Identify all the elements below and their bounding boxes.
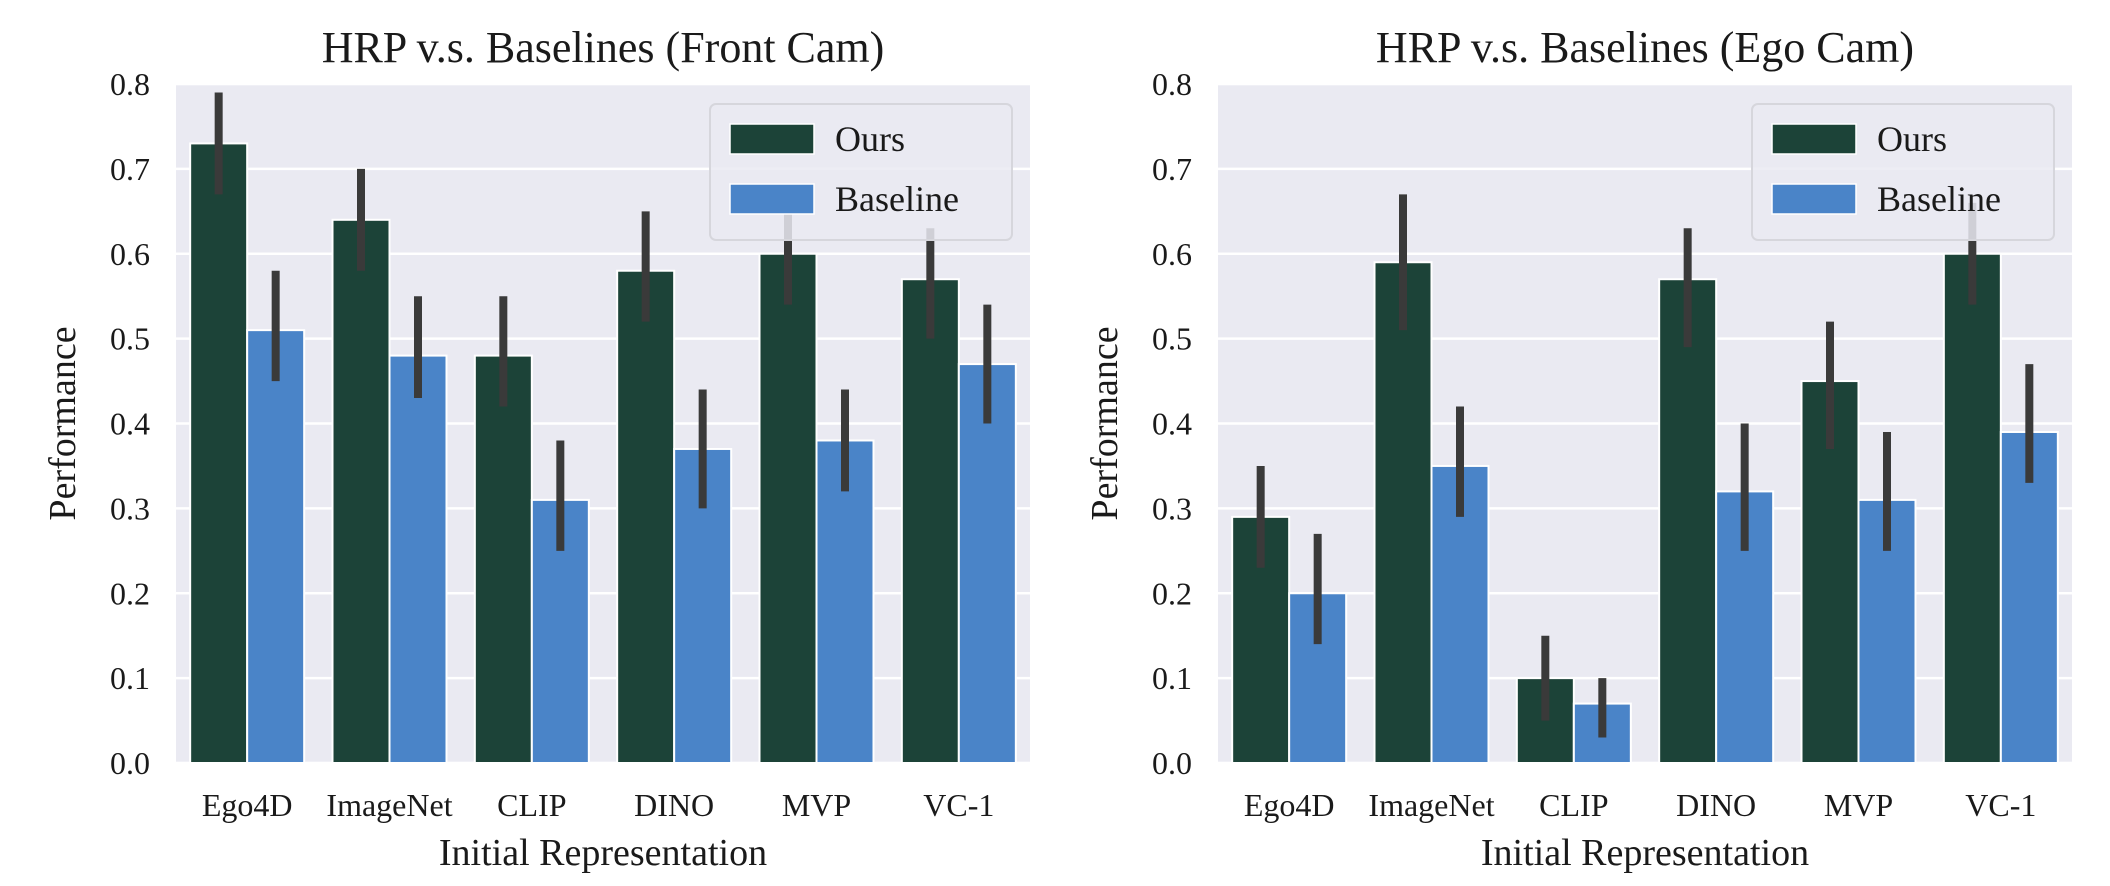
chart-title: HRP v.s. Baselines (Front Cam)	[322, 23, 885, 72]
legend: Ours Baseline	[709, 103, 1013, 241]
x-axis-label: Initial Representation	[439, 832, 767, 874]
x-tick-label: CLIP	[1539, 787, 1608, 823]
bar-baseline	[815, 439, 875, 764]
bar-baseline	[957, 363, 1017, 764]
x-tick-label: CLIP	[497, 787, 566, 823]
y-tick-label: 0.5	[110, 321, 150, 357]
y-tick-label: 0.7	[1152, 151, 1192, 187]
legend-swatch-ours	[729, 123, 815, 155]
y-tick-label: 0.4	[1152, 406, 1192, 442]
bar-ours	[1373, 261, 1433, 764]
y-tick-label: 0.0	[1152, 745, 1192, 781]
legend-label: Baseline	[835, 179, 959, 219]
legend-label: Ours	[835, 119, 905, 159]
y-tick-label: 0.8	[110, 66, 150, 102]
bar-ours	[758, 252, 818, 764]
x-tick-label: MVP	[1824, 787, 1893, 823]
chart-panel-1: 0.0 0.1 0.2 0.3 0.4 0.5 0.6 0.7 0.8 Ego4D ImageNet…	[42, 23, 1030, 874]
y-tick-label: 0.2	[1152, 575, 1192, 611]
y-tick-label: 0.5	[1152, 321, 1192, 357]
chart-panel-2: 0.0 0.1 0.2 0.3 0.4 0.5 0.6 0.7 0.8 Ego4D ImageNet…	[1084, 23, 2072, 874]
legend-swatch-ours	[1771, 123, 1857, 155]
y-tick-label: 0.6	[110, 236, 150, 272]
legend-label: Ours	[1877, 119, 1947, 159]
bar-ours	[1658, 278, 1718, 764]
bar-ours	[616, 269, 676, 764]
x-tick-label: DINO	[1676, 787, 1756, 823]
y-tick-label: 0.1	[1152, 660, 1192, 696]
y-tick-label: 0.2	[110, 575, 150, 611]
y-axis-label: Performance	[1084, 326, 1126, 520]
bar-ours	[1231, 515, 1291, 764]
bar-ours	[1942, 252, 2002, 764]
x-tick-label: ImageNet	[1368, 787, 1494, 823]
chart-title: HRP v.s. Baselines (Ego Cam)	[1376, 23, 1914, 72]
x-tick-label: VC-1	[923, 787, 994, 823]
y-tick-label: 0.8	[1152, 66, 1192, 102]
bar-ours	[900, 278, 960, 764]
bar-ours	[331, 218, 391, 765]
y-tick-label: 0.3	[1152, 490, 1192, 526]
legend-swatch-baseline	[1771, 183, 1857, 215]
bar-ours	[473, 354, 533, 764]
y-tick-label: 0.0	[110, 745, 150, 781]
x-tick-label: VC-1	[1965, 787, 2036, 823]
x-tick-label: DINO	[634, 787, 714, 823]
bar-ours	[189, 142, 249, 765]
y-axis-label: Performance	[42, 326, 84, 520]
y-tick-label: 0.3	[110, 490, 150, 526]
x-tick-label: MVP	[782, 787, 851, 823]
y-tick-label: 0.4	[110, 406, 150, 442]
x-tick-label: ImageNet	[326, 787, 452, 823]
legend-label: Baseline	[1877, 179, 2001, 219]
y-tick-label: 0.1	[110, 660, 150, 696]
legend-swatch-baseline	[729, 183, 815, 215]
x-axis-label: Initial Representation	[1481, 832, 1809, 874]
bar-baseline	[246, 329, 306, 764]
y-tick-label: 0.6	[1152, 236, 1192, 272]
x-tick-label: Ego4D	[1244, 787, 1335, 823]
x-tick-label: Ego4D	[202, 787, 293, 823]
y-tick-label: 0.7	[110, 151, 150, 187]
bar-baseline	[388, 354, 448, 764]
legend: Ours Baseline	[1751, 103, 2055, 241]
